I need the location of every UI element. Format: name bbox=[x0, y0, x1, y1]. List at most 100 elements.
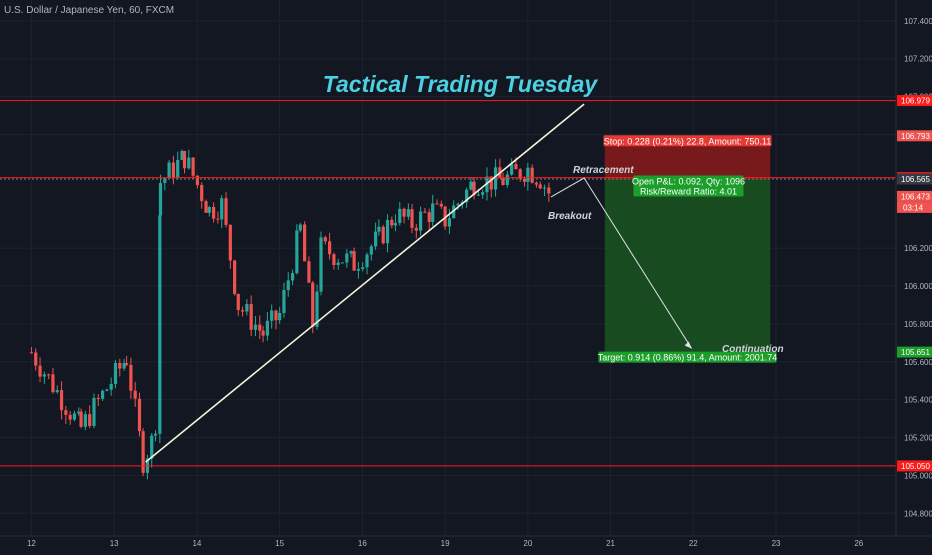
candle-body bbox=[315, 291, 319, 327]
x-tick-label: 21 bbox=[606, 539, 615, 548]
time-axis: 12 13 14 15 16 19 20 21 22 23 26 bbox=[0, 535, 932, 550]
position-zones bbox=[604, 135, 771, 353]
candle-body bbox=[510, 164, 514, 175]
candle-body bbox=[534, 182, 539, 185]
candle-body bbox=[406, 209, 410, 217]
candle-body bbox=[530, 167, 534, 183]
candle-body bbox=[171, 162, 176, 178]
candle-body bbox=[38, 365, 42, 377]
candle-body bbox=[410, 209, 414, 228]
candle-body bbox=[469, 181, 473, 190]
level-price-tag-bg bbox=[897, 95, 932, 107]
candle-body bbox=[402, 208, 406, 217]
price-tag: 106.473 bbox=[901, 192, 930, 201]
candle-body bbox=[452, 205, 456, 219]
candle-body bbox=[295, 230, 299, 274]
candle-body bbox=[381, 226, 385, 244]
candle-body bbox=[204, 201, 208, 213]
candle-body bbox=[100, 390, 105, 399]
price-tag-bg bbox=[897, 190, 932, 202]
candle-body bbox=[365, 254, 369, 268]
candle-body bbox=[167, 162, 171, 179]
candle-body bbox=[64, 410, 68, 415]
candle-body bbox=[270, 310, 274, 321]
x-tick-label: 14 bbox=[192, 539, 201, 548]
x-tick-label: 15 bbox=[275, 539, 284, 548]
candle-body bbox=[42, 374, 46, 377]
candle-body bbox=[385, 219, 390, 244]
level-price-tag-bg bbox=[897, 460, 932, 472]
y-tick-label: 105.200 bbox=[904, 434, 932, 443]
projection-arrow-icon bbox=[684, 341, 692, 349]
candle-body bbox=[34, 352, 38, 366]
drawings: Stop: 0.228 (0.21%) 22.8, Amount: 750.11… bbox=[0, 100, 896, 467]
candle-body bbox=[311, 282, 315, 327]
y-tick-label: 105.600 bbox=[904, 358, 932, 367]
candle-body bbox=[290, 273, 295, 281]
candle-body bbox=[489, 176, 493, 190]
candle-body bbox=[158, 182, 163, 216]
candle-body bbox=[83, 414, 87, 427]
candle-body bbox=[514, 164, 518, 170]
candle-body bbox=[352, 251, 356, 271]
symbol-title: U.S. Dollar / Japanese Yen, 60, FXCM bbox=[4, 5, 175, 16]
candle-body bbox=[501, 178, 505, 185]
y-tick-label: 106.200 bbox=[904, 244, 932, 253]
candle-body bbox=[349, 251, 353, 254]
candle-body bbox=[303, 224, 307, 262]
candle-body bbox=[481, 192, 485, 195]
candle-body bbox=[435, 203, 439, 205]
candle-body bbox=[133, 390, 137, 399]
candle-body bbox=[369, 246, 373, 255]
candle-body bbox=[141, 431, 145, 473]
candle-body bbox=[522, 178, 527, 182]
candle-body bbox=[182, 150, 187, 169]
candle-body bbox=[195, 175, 200, 186]
candle-body bbox=[456, 203, 460, 206]
candle-body bbox=[282, 290, 286, 313]
price-tag-bg bbox=[897, 173, 932, 185]
candle-body bbox=[265, 320, 269, 336]
candle-body bbox=[29, 352, 34, 354]
rr-label: Risk/Reward Ratio: 4.01 bbox=[640, 186, 737, 196]
candle-body bbox=[158, 215, 162, 434]
candle-body bbox=[59, 390, 64, 411]
candle-body bbox=[374, 231, 378, 247]
candle-body bbox=[124, 363, 129, 365]
candle-body bbox=[212, 206, 216, 219]
candle-body bbox=[137, 398, 142, 432]
candle-body bbox=[439, 203, 443, 207]
candle-body bbox=[153, 433, 158, 436]
stop-label-box bbox=[603, 135, 772, 147]
candle-body bbox=[88, 414, 92, 426]
candle-body bbox=[129, 364, 133, 391]
time-axis-bg bbox=[0, 536, 932, 550]
candle-body bbox=[55, 390, 59, 393]
x-tick-label: 19 bbox=[441, 539, 450, 548]
candle-body bbox=[236, 293, 240, 311]
candle-body bbox=[51, 374, 55, 393]
candle-body bbox=[345, 253, 349, 263]
candle-body bbox=[393, 223, 398, 226]
candle-body bbox=[472, 181, 476, 196]
breakout-label: Breakout bbox=[548, 211, 592, 222]
candle-body bbox=[336, 262, 340, 266]
candle-body bbox=[118, 362, 122, 369]
candle-body bbox=[427, 212, 431, 222]
candle-body bbox=[191, 157, 195, 176]
candle-body bbox=[253, 324, 258, 330]
candle-body bbox=[187, 157, 191, 169]
candle-body bbox=[419, 211, 423, 231]
candle-body bbox=[390, 219, 394, 226]
candle-body bbox=[526, 167, 530, 182]
x-tick-label: 26 bbox=[854, 539, 863, 548]
countdown-label: 03:14 bbox=[903, 203, 924, 212]
price-tag: 106.793 bbox=[901, 132, 930, 141]
candle-body bbox=[207, 206, 211, 213]
candle-body bbox=[240, 310, 245, 312]
candle-body bbox=[505, 174, 509, 185]
candle-body bbox=[538, 184, 542, 189]
y-tick-label: 105.800 bbox=[904, 320, 932, 329]
